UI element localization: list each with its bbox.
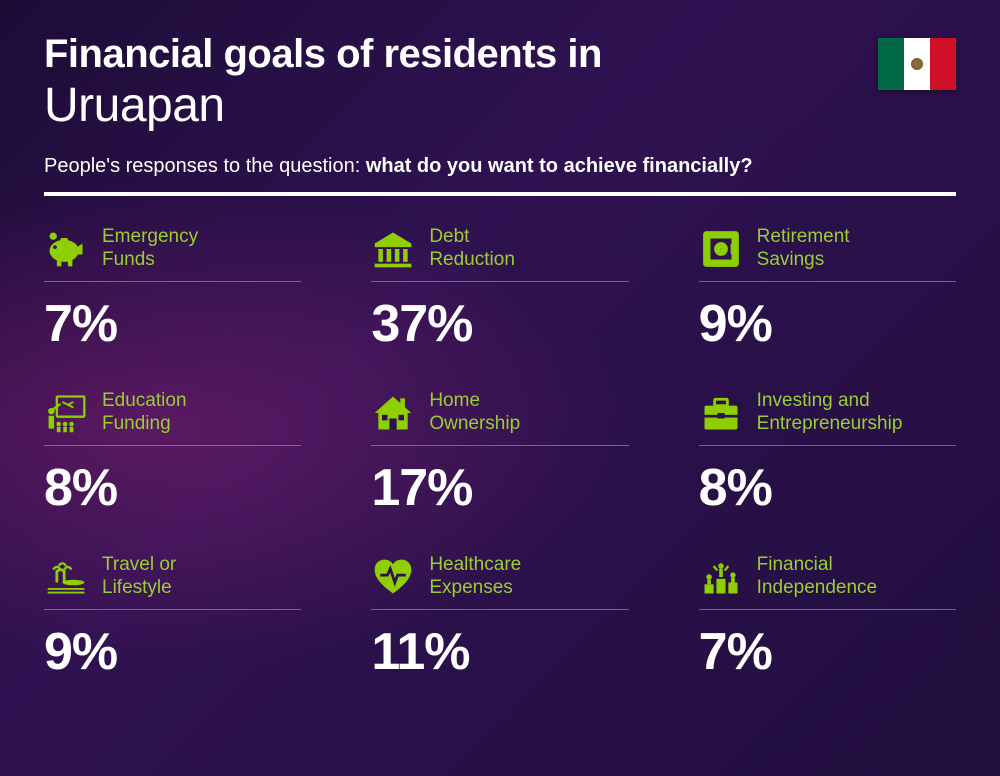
stat-investing-entrepreneurship: Investing andEntrepreneurship 8% bbox=[699, 388, 956, 518]
stat-pct: 9% bbox=[44, 622, 301, 682]
title-city: Uruapan bbox=[44, 78, 956, 133]
title-line1: Financial goals of residents in bbox=[44, 32, 956, 76]
stat-label: HealthcareExpenses bbox=[429, 554, 521, 600]
stat-retirement-savings: RetirementSavings 9% bbox=[699, 224, 956, 354]
stat-home-ownership: HomeOwnership 17% bbox=[371, 388, 628, 518]
header-divider bbox=[44, 192, 956, 196]
subtitle-plain: People's responses to the question: bbox=[44, 155, 366, 177]
bank-icon bbox=[371, 227, 415, 271]
stat-pct: 8% bbox=[699, 458, 956, 518]
stat-pct: 7% bbox=[44, 294, 301, 354]
stat-pct: 8% bbox=[44, 458, 301, 518]
subtitle: People's responses to the question: what… bbox=[44, 155, 956, 178]
header: Financial goals of residents in Uruapan … bbox=[44, 32, 956, 196]
stats-grid: EmergencyFunds 7% DebtReduction 37% Reti… bbox=[44, 224, 956, 682]
stat-emergency-funds: EmergencyFunds 7% bbox=[44, 224, 301, 354]
independence-icon bbox=[699, 555, 743, 599]
briefcase-icon bbox=[699, 391, 743, 435]
stat-pct: 17% bbox=[371, 458, 628, 518]
piggy-bank-icon bbox=[44, 227, 88, 271]
stat-label: EmergencyFunds bbox=[102, 226, 198, 272]
stat-label: EducationFunding bbox=[102, 390, 187, 436]
stat-financial-independence: FinancialIndependence 7% bbox=[699, 552, 956, 682]
stat-pct: 9% bbox=[699, 294, 956, 354]
stat-pct: 11% bbox=[371, 622, 628, 682]
healthcare-icon bbox=[371, 555, 415, 599]
stat-label: RetirementSavings bbox=[757, 226, 850, 272]
flag-mexico bbox=[878, 38, 956, 90]
stat-education-funding: EducationFunding 8% bbox=[44, 388, 301, 518]
stat-label: Investing andEntrepreneurship bbox=[757, 390, 903, 436]
stat-travel-lifestyle: Travel orLifestyle 9% bbox=[44, 552, 301, 682]
stat-debt-reduction: DebtReduction 37% bbox=[371, 224, 628, 354]
house-icon bbox=[371, 391, 415, 435]
safe-icon bbox=[699, 227, 743, 271]
travel-icon bbox=[44, 555, 88, 599]
stat-pct: 37% bbox=[371, 294, 628, 354]
stat-healthcare-expenses: HealthcareExpenses 11% bbox=[371, 552, 628, 682]
stat-label: FinancialIndependence bbox=[757, 554, 877, 600]
education-icon bbox=[44, 391, 88, 435]
stat-label: DebtReduction bbox=[429, 226, 515, 272]
subtitle-bold: what do you want to achieve financially? bbox=[366, 155, 753, 177]
stat-label: Travel orLifestyle bbox=[102, 554, 176, 600]
stat-pct: 7% bbox=[699, 622, 956, 682]
stat-label: HomeOwnership bbox=[429, 390, 520, 436]
